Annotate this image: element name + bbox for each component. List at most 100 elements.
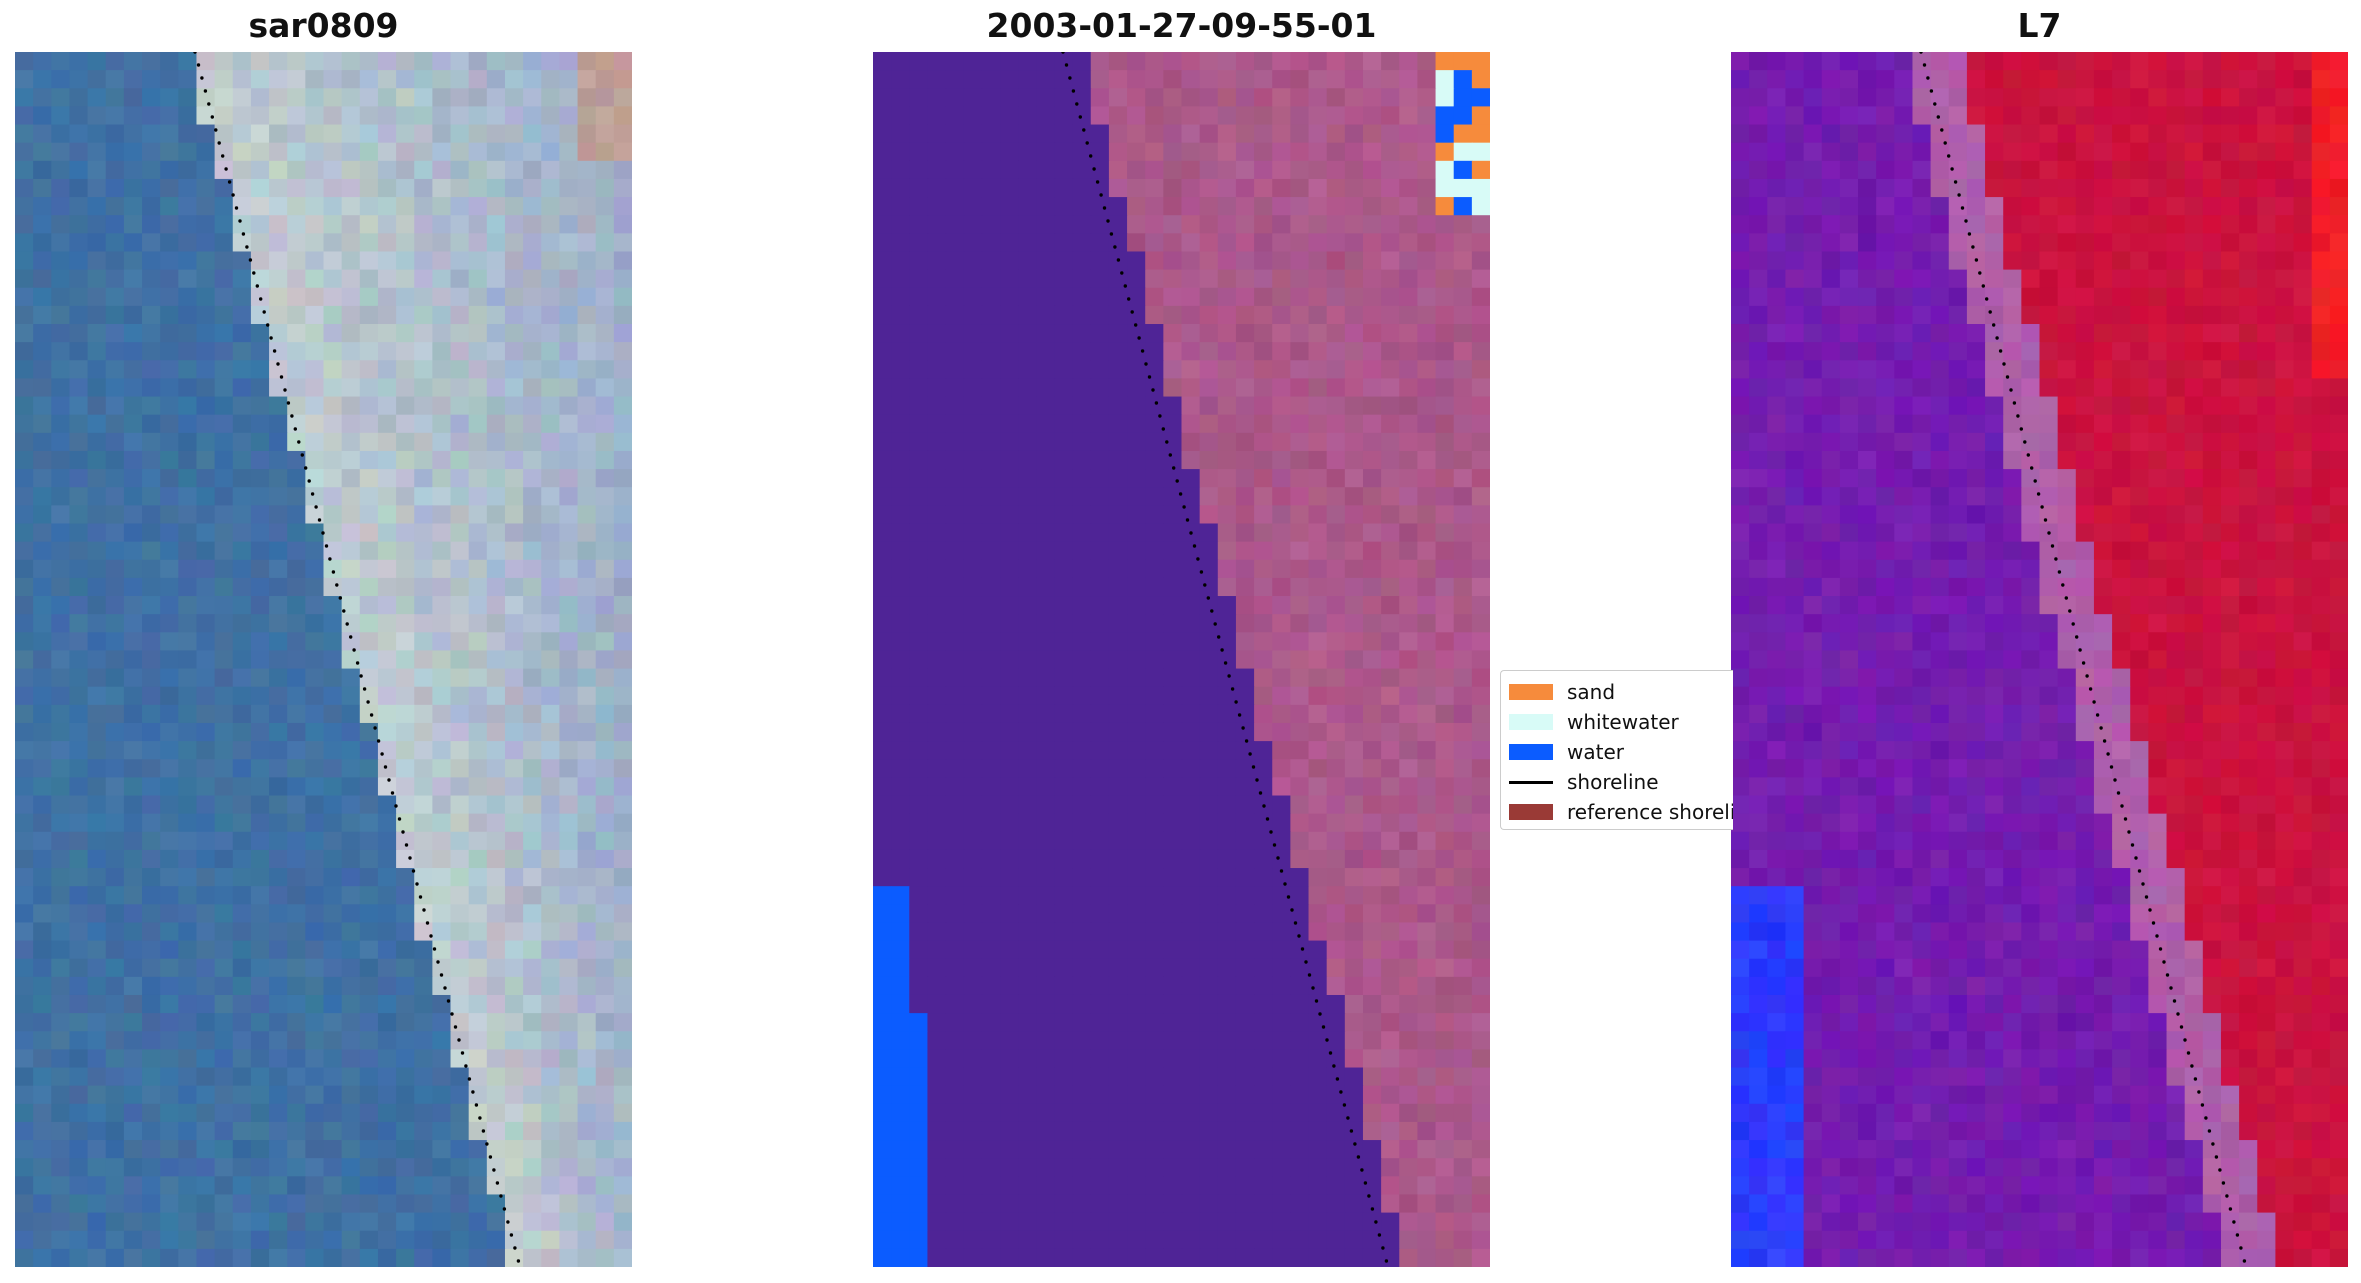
rgb-pixel [377, 940, 397, 960]
class-pixel [963, 469, 983, 488]
class-pixel [909, 287, 929, 307]
rgb-pixel [377, 849, 397, 869]
class-pixel [927, 994, 947, 1014]
index-pixel [2112, 70, 2131, 89]
class-pixel [1199, 106, 1219, 126]
rgb-pixel [468, 722, 488, 742]
shoreline-point [227, 180, 232, 184]
class-pixel [981, 450, 1001, 470]
class-pixel [1417, 994, 1437, 1014]
class-pixel [1018, 1212, 1037, 1232]
rgb-pixel [504, 958, 524, 978]
rgb-pixel [87, 795, 107, 815]
class-pixel [1344, 215, 1364, 234]
rgb-pixel [504, 1121, 524, 1141]
rgb-pixel [432, 414, 452, 434]
rgb-pixel [287, 632, 306, 652]
class-pixel [1163, 1248, 1183, 1267]
class-pixel [873, 360, 892, 380]
class-pixel [1145, 1212, 1164, 1232]
class-pixel [1362, 650, 1382, 670]
class-pixel [1217, 596, 1237, 615]
rgb-pixel [305, 1121, 325, 1141]
rgb-pixel [541, 759, 561, 778]
class-pixel [909, 305, 929, 325]
index-pixel [1731, 88, 1750, 107]
rgb-pixel [559, 52, 579, 71]
rgb-pixel [123, 487, 143, 506]
rgb-pixel [15, 450, 34, 470]
class-pixel [1072, 1176, 1092, 1196]
class-pixel [1000, 1194, 1019, 1214]
class-pixel [1399, 342, 1419, 361]
class-pixel [1417, 614, 1437, 633]
shoreline-point [1147, 375, 1152, 379]
class-pixel [1018, 197, 1037, 216]
rgb-pixel [432, 305, 452, 325]
class-pixel [1399, 1248, 1419, 1267]
class-pixel [927, 1067, 947, 1087]
class-pixel [1018, 831, 1037, 851]
rgb-pixel [15, 1049, 34, 1069]
class-pixel [1272, 414, 1291, 434]
class-pixel [1435, 777, 1455, 797]
rgb-pixel [577, 868, 597, 887]
rgb-pixel [486, 886, 506, 905]
rgb-pixel [287, 70, 306, 89]
rgb-pixel [341, 559, 361, 579]
shoreline-point [1182, 505, 1186, 509]
class-pixel [909, 1013, 929, 1032]
class-pixel [1362, 251, 1382, 271]
class-pixel [891, 831, 910, 851]
rgb-pixel [105, 197, 125, 216]
class-pixel [1018, 1067, 1037, 1087]
rgb-pixel [595, 396, 615, 416]
rgb-pixel [142, 1085, 161, 1105]
class-pixel [1108, 1176, 1128, 1196]
index-pixel [1749, 124, 1768, 144]
class-pixel [1181, 1067, 1201, 1087]
rgb-pixel [178, 215, 198, 234]
class-pixel [1344, 1248, 1364, 1267]
class-pixel [1453, 614, 1473, 633]
rgb-pixel [341, 396, 361, 416]
rgb-pixel [51, 269, 71, 289]
rgb-pixel [559, 1194, 579, 1214]
class-pixel [1254, 632, 1273, 652]
rgb-pixel [541, 559, 561, 579]
class-pixel [909, 559, 929, 579]
rgb-pixel [414, 342, 433, 361]
rgb-pixel [450, 1121, 470, 1141]
class-pixel [1272, 396, 1291, 416]
class-pixel [1362, 197, 1382, 216]
rgb-pixel [377, 632, 397, 652]
rgb-pixel [196, 994, 216, 1014]
rgb-pixel [523, 632, 542, 652]
rgb-pixel [541, 342, 561, 361]
rgb-pixel [323, 831, 343, 851]
class-pixel [1036, 831, 1056, 851]
rgb-pixel [51, 215, 71, 234]
rgb-pixel [323, 1031, 343, 1050]
class-pixel [1000, 178, 1019, 198]
class-pixel [1217, 342, 1237, 361]
rgb-pixel [196, 1067, 216, 1087]
class-pixel [1090, 233, 1110, 253]
rgb-pixel [523, 1121, 542, 1141]
rgb-pixel [87, 342, 107, 361]
rgb-pixel [305, 686, 325, 706]
rgb-pixel [69, 795, 89, 815]
rgb-pixel [523, 922, 542, 942]
rgb-pixel [341, 1248, 361, 1267]
class-pixel [1435, 596, 1455, 615]
class-pixel [1399, 432, 1419, 452]
shoreline-point [1127, 297, 1131, 301]
index-pixel [1948, 142, 1968, 162]
rgb-pixel [142, 976, 161, 996]
rgb-pixel [613, 958, 632, 978]
rgb-pixel [577, 559, 597, 579]
class-pixel [1326, 305, 1346, 325]
class-pixel [891, 287, 910, 307]
class-pixel [1399, 596, 1419, 615]
class-pixel [963, 1031, 983, 1050]
